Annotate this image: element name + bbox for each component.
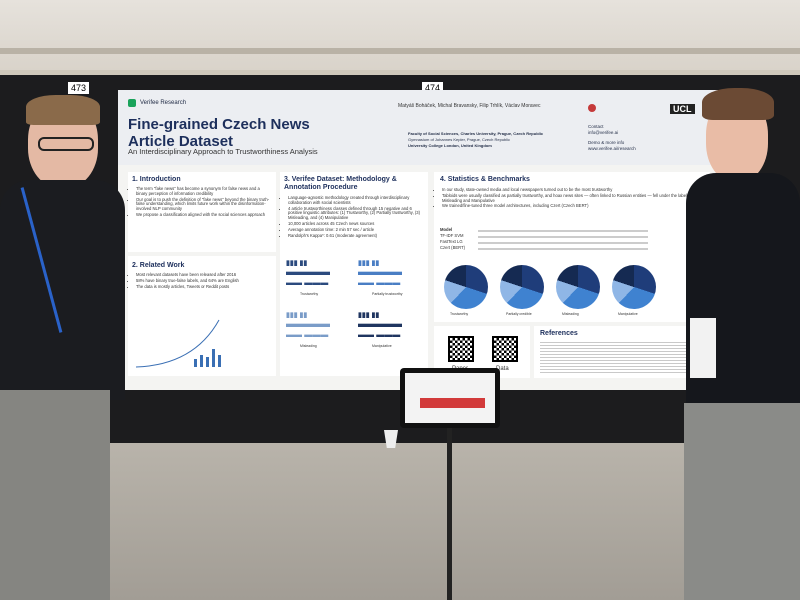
logo bbox=[128, 99, 136, 107]
bullet: Tabloids were usually classified as part… bbox=[442, 193, 704, 204]
model-name: FastText LG bbox=[440, 239, 463, 244]
bullet: The data is mostly articles, Tweets or R… bbox=[136, 284, 272, 290]
title: Fine-grained Czech News Article Dataset bbox=[128, 116, 310, 151]
floor bbox=[0, 440, 800, 600]
model-name: Model bbox=[440, 227, 453, 232]
bullet: We propose a classification aligned with… bbox=[136, 212, 272, 218]
pie-caption: Misleading bbox=[562, 312, 579, 316]
pie bbox=[500, 265, 544, 309]
contact: Demo & more info bbox=[588, 140, 625, 145]
poster: Verifee Research Fine-grained Czech News… bbox=[118, 90, 718, 390]
curve bbox=[135, 319, 220, 368]
authors: Matyáš Boháček, Michal Bravansky, Filip … bbox=[398, 103, 541, 109]
model-name: Czert (BERT) bbox=[440, 245, 466, 250]
badge bbox=[690, 318, 716, 378]
bullet: Our goal is to push the definition of "f… bbox=[136, 197, 272, 212]
trousers bbox=[0, 390, 110, 600]
contact: Contact bbox=[588, 124, 604, 129]
bullet: 10,000 articles across 45 Czech news sou… bbox=[288, 221, 424, 227]
qr-code bbox=[492, 336, 518, 362]
bullets: The term "fake news" has become a synony… bbox=[130, 185, 272, 219]
bullet: Language-agnostic methodology created th… bbox=[288, 195, 424, 206]
subtitle: An Interdisciplinary Approach to Trustwo… bbox=[128, 147, 318, 156]
growth-chart bbox=[135, 319, 221, 368]
table-row bbox=[478, 230, 648, 232]
word-cloud: ▮▮▮ ▮▮ ▬▬▬▬ ▬▬ ▬▬▬ bbox=[358, 312, 402, 339]
cloud-caption: Trustworthy bbox=[300, 292, 319, 296]
pie bbox=[444, 265, 488, 309]
cloud-caption: Manipulative bbox=[372, 344, 392, 348]
booth-number: 473 bbox=[68, 82, 90, 95]
ucl-logo: UCL bbox=[670, 104, 695, 115]
shirt bbox=[0, 180, 125, 400]
model-name: TF-IDF SVM bbox=[440, 233, 464, 238]
word-cloud: ▮▮▮ ▮▮ ▬▬▬▬ ▬▬ ▬▬▬ bbox=[286, 260, 330, 287]
trousers bbox=[684, 403, 800, 600]
bullet-list: In our study, state-owned media and loca… bbox=[436, 187, 704, 209]
qr-code bbox=[448, 336, 474, 362]
person-right bbox=[678, 88, 800, 600]
person-left bbox=[0, 95, 130, 600]
header-band bbox=[118, 90, 718, 165]
bullet-list: The term "fake news" has become a synony… bbox=[130, 186, 272, 218]
bullet-list: Language-agnostic methodology created th… bbox=[282, 195, 424, 239]
hair bbox=[702, 88, 774, 120]
affiliation: Faculty of Social Sciences, Charles Univ… bbox=[408, 131, 544, 136]
bullet: The term "fake news" has become a synony… bbox=[136, 186, 272, 197]
section-heading: 4. Statistics & Benchmarks bbox=[440, 176, 530, 183]
bullet: Randolph's Kappa*: 0.61 (moderate agreem… bbox=[288, 233, 424, 239]
section-heading: 3. Verifee Dataset: Methodology & Annota… bbox=[284, 176, 397, 192]
bullets: Language-agnostic methodology created th… bbox=[282, 194, 424, 240]
bullet: 58% have binary true-false labels, and 6… bbox=[136, 278, 272, 284]
org: Verifee Research bbox=[140, 100, 187, 106]
pie bbox=[556, 265, 600, 309]
bullet: We trained/fine-tuned three model archit… bbox=[442, 204, 704, 209]
pie-caption: Manipulative bbox=[618, 312, 638, 316]
contact: www.verifee.ai/research bbox=[588, 146, 636, 151]
word-cloud: ▮▮▮ ▮▮ ▬▬▬▬ ▬▬ ▬▬▬ bbox=[286, 312, 330, 339]
bullet: Average annotation time: 2 min 57 sec / … bbox=[288, 227, 424, 233]
ceiling-beam bbox=[0, 48, 800, 54]
table-row bbox=[478, 242, 648, 244]
method-box bbox=[280, 172, 428, 376]
table-row bbox=[478, 236, 648, 238]
pie bbox=[612, 265, 656, 309]
affiliation: Gymnasium of Johannes Kepler, Prague, Cz… bbox=[408, 137, 511, 142]
hair bbox=[26, 95, 100, 125]
university-logo bbox=[588, 104, 596, 112]
pie-caption: Trustworthy bbox=[450, 312, 469, 316]
ceiling bbox=[0, 0, 800, 70]
word-cloud: ▮▮▮ ▮▮ ▬▬▬▬ ▬▬ ▬▬▬ bbox=[358, 260, 402, 287]
reference-lines bbox=[540, 340, 704, 374]
bullet: In our study, state-owned media and loca… bbox=[442, 187, 704, 193]
bullet: Most relevant datasets have been release… bbox=[136, 272, 272, 278]
bullet-list: Most relevant datasets have been release… bbox=[130, 272, 272, 290]
bullets: In our study, state-owned media and loca… bbox=[436, 186, 704, 210]
affiliation: University College London, United Kingdo… bbox=[408, 143, 492, 148]
glasses bbox=[38, 137, 94, 151]
intro-box bbox=[128, 172, 276, 252]
cloud-caption: Partially trustworthy bbox=[372, 292, 403, 296]
qr-caption: Data bbox=[496, 366, 509, 372]
section-heading: References bbox=[540, 330, 578, 337]
bullets: Most relevant datasets have been release… bbox=[130, 271, 272, 290]
tablet-banner bbox=[420, 398, 485, 408]
bars bbox=[194, 349, 221, 367]
section-heading: 1. Introduction bbox=[132, 176, 181, 183]
section-heading: 2. Related Work bbox=[132, 262, 185, 269]
cup bbox=[384, 430, 398, 448]
contact: info@verifee.ai bbox=[588, 130, 619, 135]
tablet-stand bbox=[447, 425, 452, 600]
table-row bbox=[478, 248, 648, 250]
pie-caption: Partially credible bbox=[506, 312, 532, 316]
bullet: 4 article trustworthiness classes define… bbox=[288, 206, 424, 221]
cloud-caption: Misleading bbox=[300, 344, 317, 348]
